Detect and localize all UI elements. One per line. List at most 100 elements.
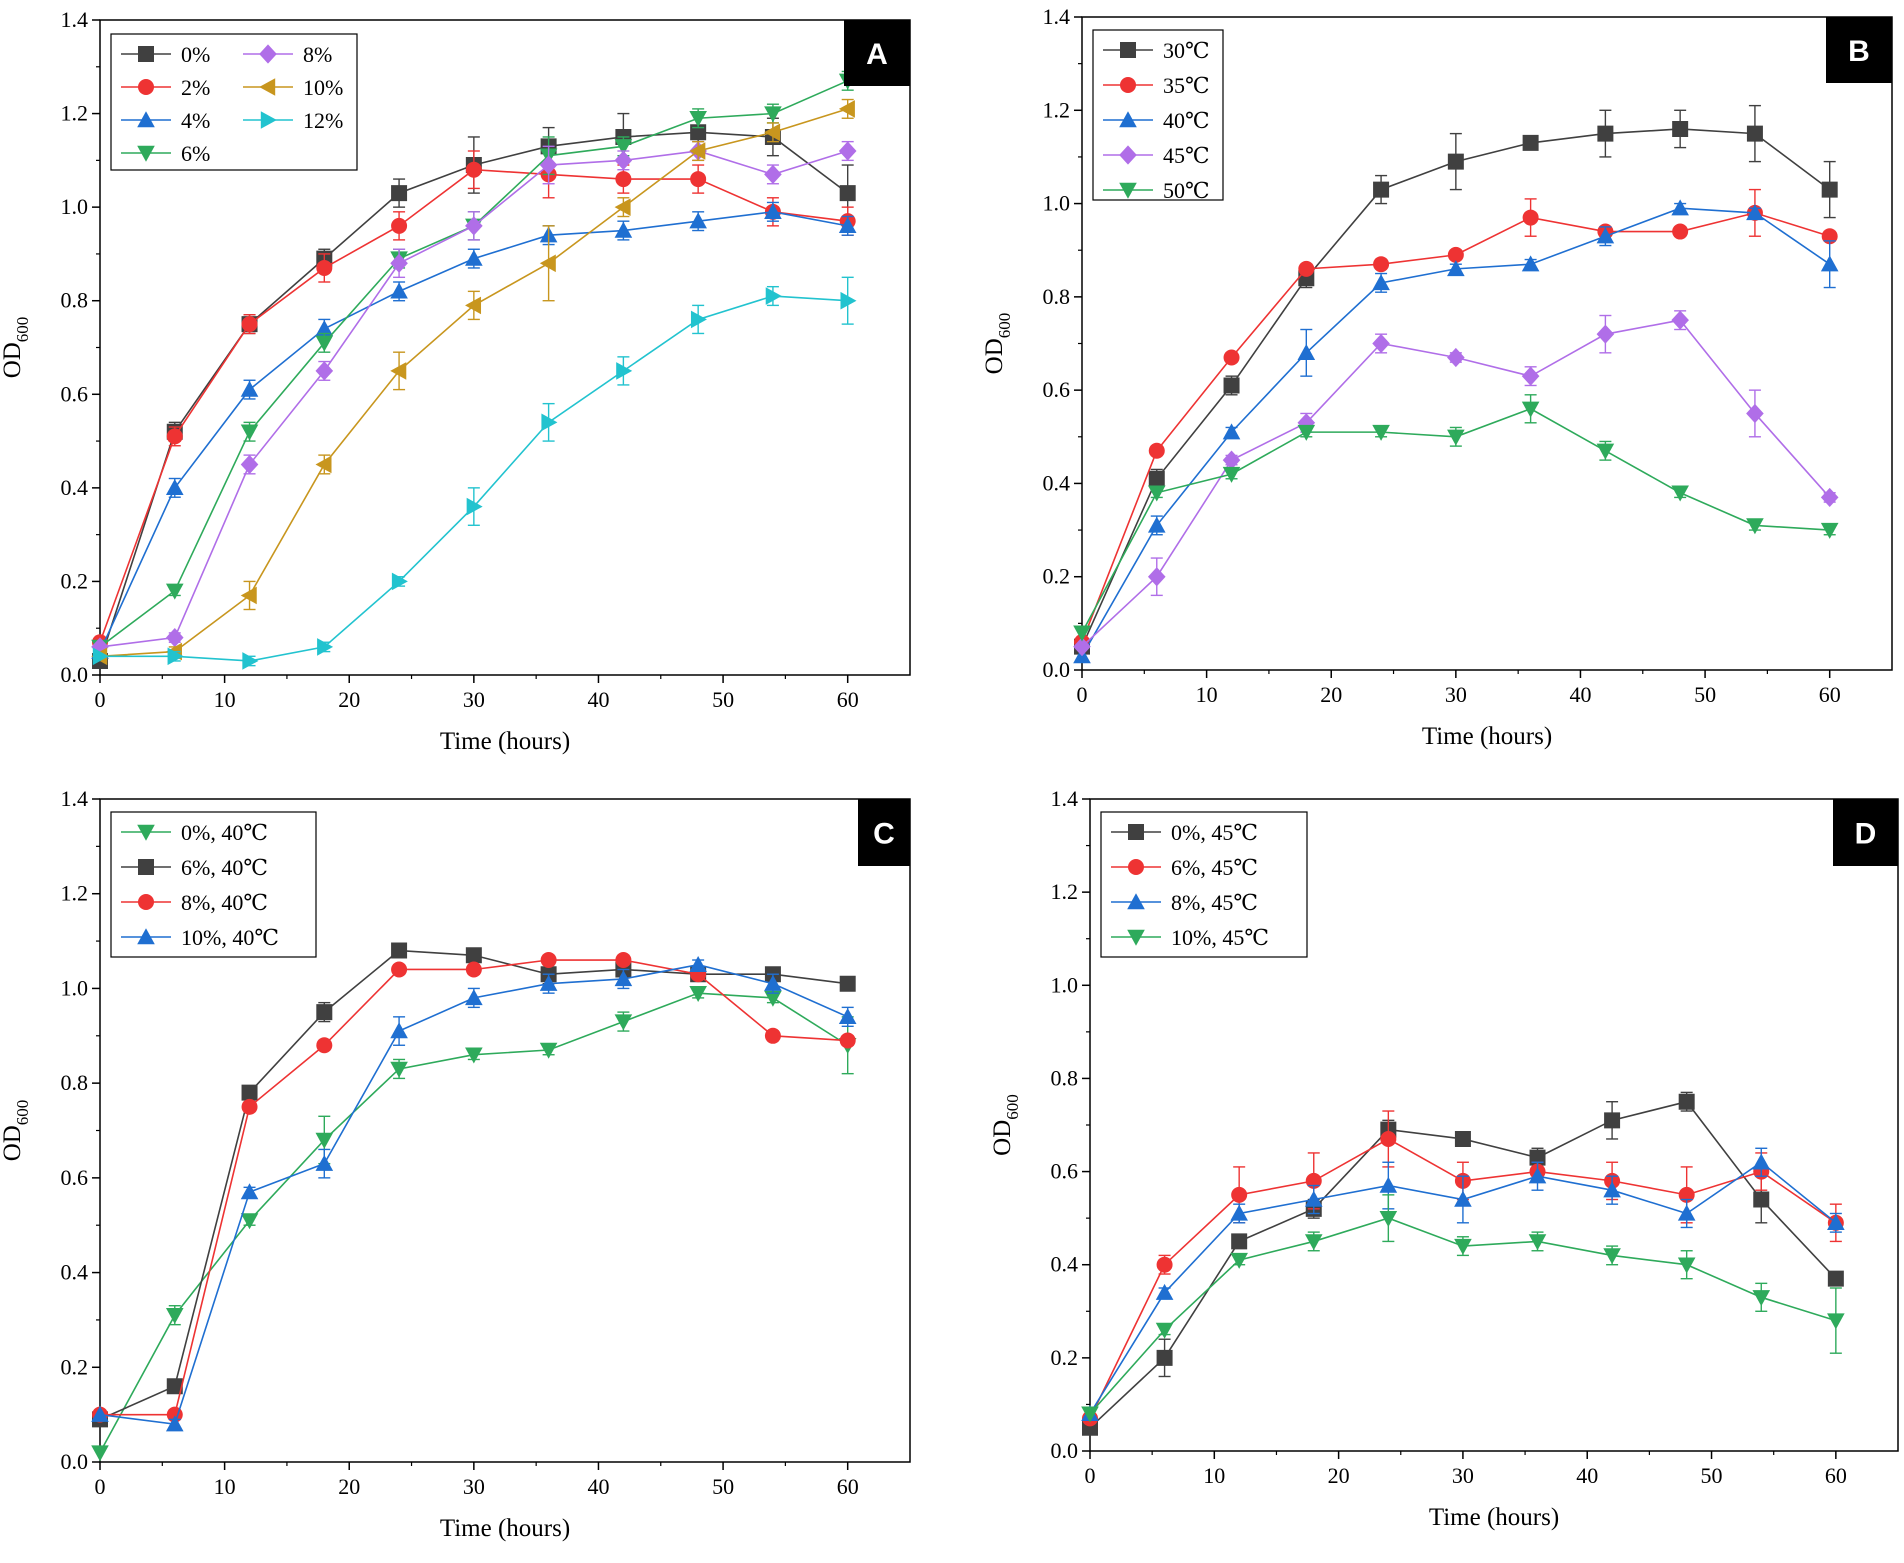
panel-a-data-point: [240, 586, 257, 605]
panel-a-y-axis-label: OD600: [0, 317, 32, 379]
panel-c-legend: 0%, 40℃ 6%, 40℃ 8%, 40℃ 10%, 40℃: [110, 811, 317, 958]
panel-a-x-tick-label: 50: [712, 687, 734, 712]
panel-d-y-tick-label: 1.2: [1051, 879, 1079, 904]
panel-d-data-point: [1454, 1130, 1471, 1147]
panel-a-legend-label: 4%: [181, 108, 210, 133]
panel-a-series-6: [92, 276, 857, 670]
panel-a-data-point: [614, 221, 633, 238]
panel-c-y-tick-label: 1.0: [61, 975, 89, 1000]
panel-a-data-point: [689, 111, 707, 128]
panel-d-legend-item: 10%, 45℃: [1111, 925, 1269, 950]
panel-a-data-point: [315, 319, 334, 336]
panel-a-data-point: [315, 361, 334, 381]
panel-b-x-tick-label: 40: [1569, 682, 1591, 707]
panel-d-legend: 0%, 45℃ 6%, 45℃ 8%, 45℃ 10%, 45℃: [1100, 811, 1308, 958]
panel-b-data-point: [1522, 134, 1539, 151]
panel-d-data-point: [1753, 1191, 1770, 1208]
panel-c-data-point: [539, 974, 558, 991]
panel-d-badge-box: [1833, 799, 1898, 866]
panel-b-data-point: [1147, 485, 1166, 502]
panel-c-x-tick-label: 10: [214, 1474, 236, 1499]
panel-d-badge: D: [1833, 799, 1898, 866]
panel-a-data-point: [165, 583, 184, 600]
panel-b-y-tick-label: 0.8: [1043, 284, 1071, 309]
panel-b-legend-item: 35℃: [1103, 73, 1210, 98]
panel-a-data-point: [466, 497, 483, 516]
panel-d-series-line: [1089, 1100, 1837, 1429]
panel-a: 0 10 20 30 40 50 60 0.0 0.2 0.4 0.6 0.8 1.0 1.2 1.4 Tim…: [0, 7, 911, 755]
panel-b-series-2: [1073, 199, 1839, 664]
panel-a-data-point: [838, 217, 857, 234]
panel-c-series-line: [99, 963, 849, 1425]
panel-a-legend-marker: [138, 79, 154, 95]
panel-b-data-point: [1447, 260, 1465, 277]
panel-d-data-point: [1231, 1186, 1248, 1203]
panel-c-y-tick-label: 0.0: [61, 1449, 89, 1474]
panel-c-data-point: [465, 989, 483, 1006]
panel-d-y-tick-label: 0.6: [1051, 1159, 1079, 1184]
panel-c-x-axis-label: Time (hours): [440, 1515, 570, 1542]
panel-d-data-point: [1304, 1234, 1323, 1251]
panel-a-legend-label: 10%: [303, 75, 343, 100]
panel-b-legend-label: 30℃: [1163, 38, 1210, 63]
panel-d-series-2: [1081, 1147, 1845, 1421]
panel-c-data-point: [166, 1378, 183, 1395]
panel-c-y-tick-label: 1.4: [61, 786, 89, 811]
panel-c-x-tick-label: 20: [338, 1474, 360, 1499]
panel-b-data-point: [1148, 442, 1165, 459]
panel-a-y-tick-label: 0.4: [61, 475, 89, 500]
panel-b-data-point: [1148, 470, 1165, 487]
panel-c-y-tick-label: 0.8: [61, 1070, 89, 1095]
panel-a-data-point: [689, 142, 706, 160]
panel-b-data-point: [1671, 485, 1689, 502]
panel-b-data-point: [1223, 349, 1240, 366]
panel-c-legend-item: 0%, 40℃: [121, 820, 268, 845]
panel-a-data-point: [465, 296, 482, 315]
panel-b-legend-label: 50℃: [1163, 178, 1210, 203]
panel-a-data-point: [165, 627, 184, 648]
panel-a-legend-label: 6%: [181, 141, 210, 166]
panel-d-series-3: [1081, 1194, 1845, 1423]
panel-d-data-point: [1827, 1313, 1845, 1330]
panel-d-legend-item: 6%, 45℃: [1111, 855, 1258, 880]
panel-b-legend-item: 45℃: [1103, 143, 1210, 168]
panel-a-data-point: [390, 282, 408, 299]
panel-b-y-axis-label: OD600: [981, 313, 1014, 375]
panel-c-legend-label: 8%, 40℃: [181, 890, 268, 915]
panel-a-data-point: [539, 155, 558, 175]
panel-b-data-point: [1372, 274, 1390, 291]
panel-d-legend-label: 0%, 45℃: [1171, 820, 1258, 845]
panel-b-series-line: [1081, 128, 1831, 648]
panel-b-data-point: [1672, 223, 1689, 240]
panel-a-x-tick-label: 60: [837, 687, 859, 712]
panel-a-data-point: [317, 638, 334, 656]
panel-a-data-point: [390, 253, 408, 273]
panel-a-data-point: [614, 198, 631, 216]
panel-b-badge-box: [1826, 17, 1892, 83]
panel-d-y-tick-label: 0.4: [1051, 1252, 1079, 1277]
panel-c-data-point: [465, 947, 482, 964]
panel-b-x-tick-label: 50: [1694, 682, 1716, 707]
panel-c-y-axis-label: OD600: [0, 1100, 32, 1162]
panel-d-data-point: [1677, 1204, 1696, 1221]
panel-c-data-point: [614, 970, 633, 987]
panel-d-y-tick-label: 0.8: [1051, 1065, 1079, 1090]
panel-a-legend-label: 2%: [181, 75, 210, 100]
panel-d-data-point: [1304, 1190, 1323, 1207]
panel-b-data-point: [1671, 310, 1689, 330]
panel-b-y-tick-label: 0.2: [1043, 564, 1071, 589]
panel-a-data-point: [614, 139, 633, 156]
panel-a-x-tick-label: 0: [95, 687, 106, 712]
panel-b-series-4: [1073, 394, 1839, 642]
panel-d-x-tick-label: 40: [1576, 1463, 1598, 1488]
panel-d-data-point: [1155, 1322, 1174, 1339]
panel-b-y-tick-label: 0.0: [1043, 657, 1071, 682]
panel-b-legend-marker: [1119, 145, 1137, 165]
panel-a-y-tick-label: 0.2: [61, 568, 89, 593]
panel-b-x-tick-label: 60: [1819, 682, 1841, 707]
panel-b-y-tick-label: 0.6: [1043, 377, 1071, 402]
panel-a-x-tick-label: 40: [587, 687, 609, 712]
panel-a-data-point: [838, 100, 855, 118]
panel-a-legend-item: 10%: [243, 75, 343, 100]
panel-d-x-tick-label: 10: [1203, 1463, 1225, 1488]
